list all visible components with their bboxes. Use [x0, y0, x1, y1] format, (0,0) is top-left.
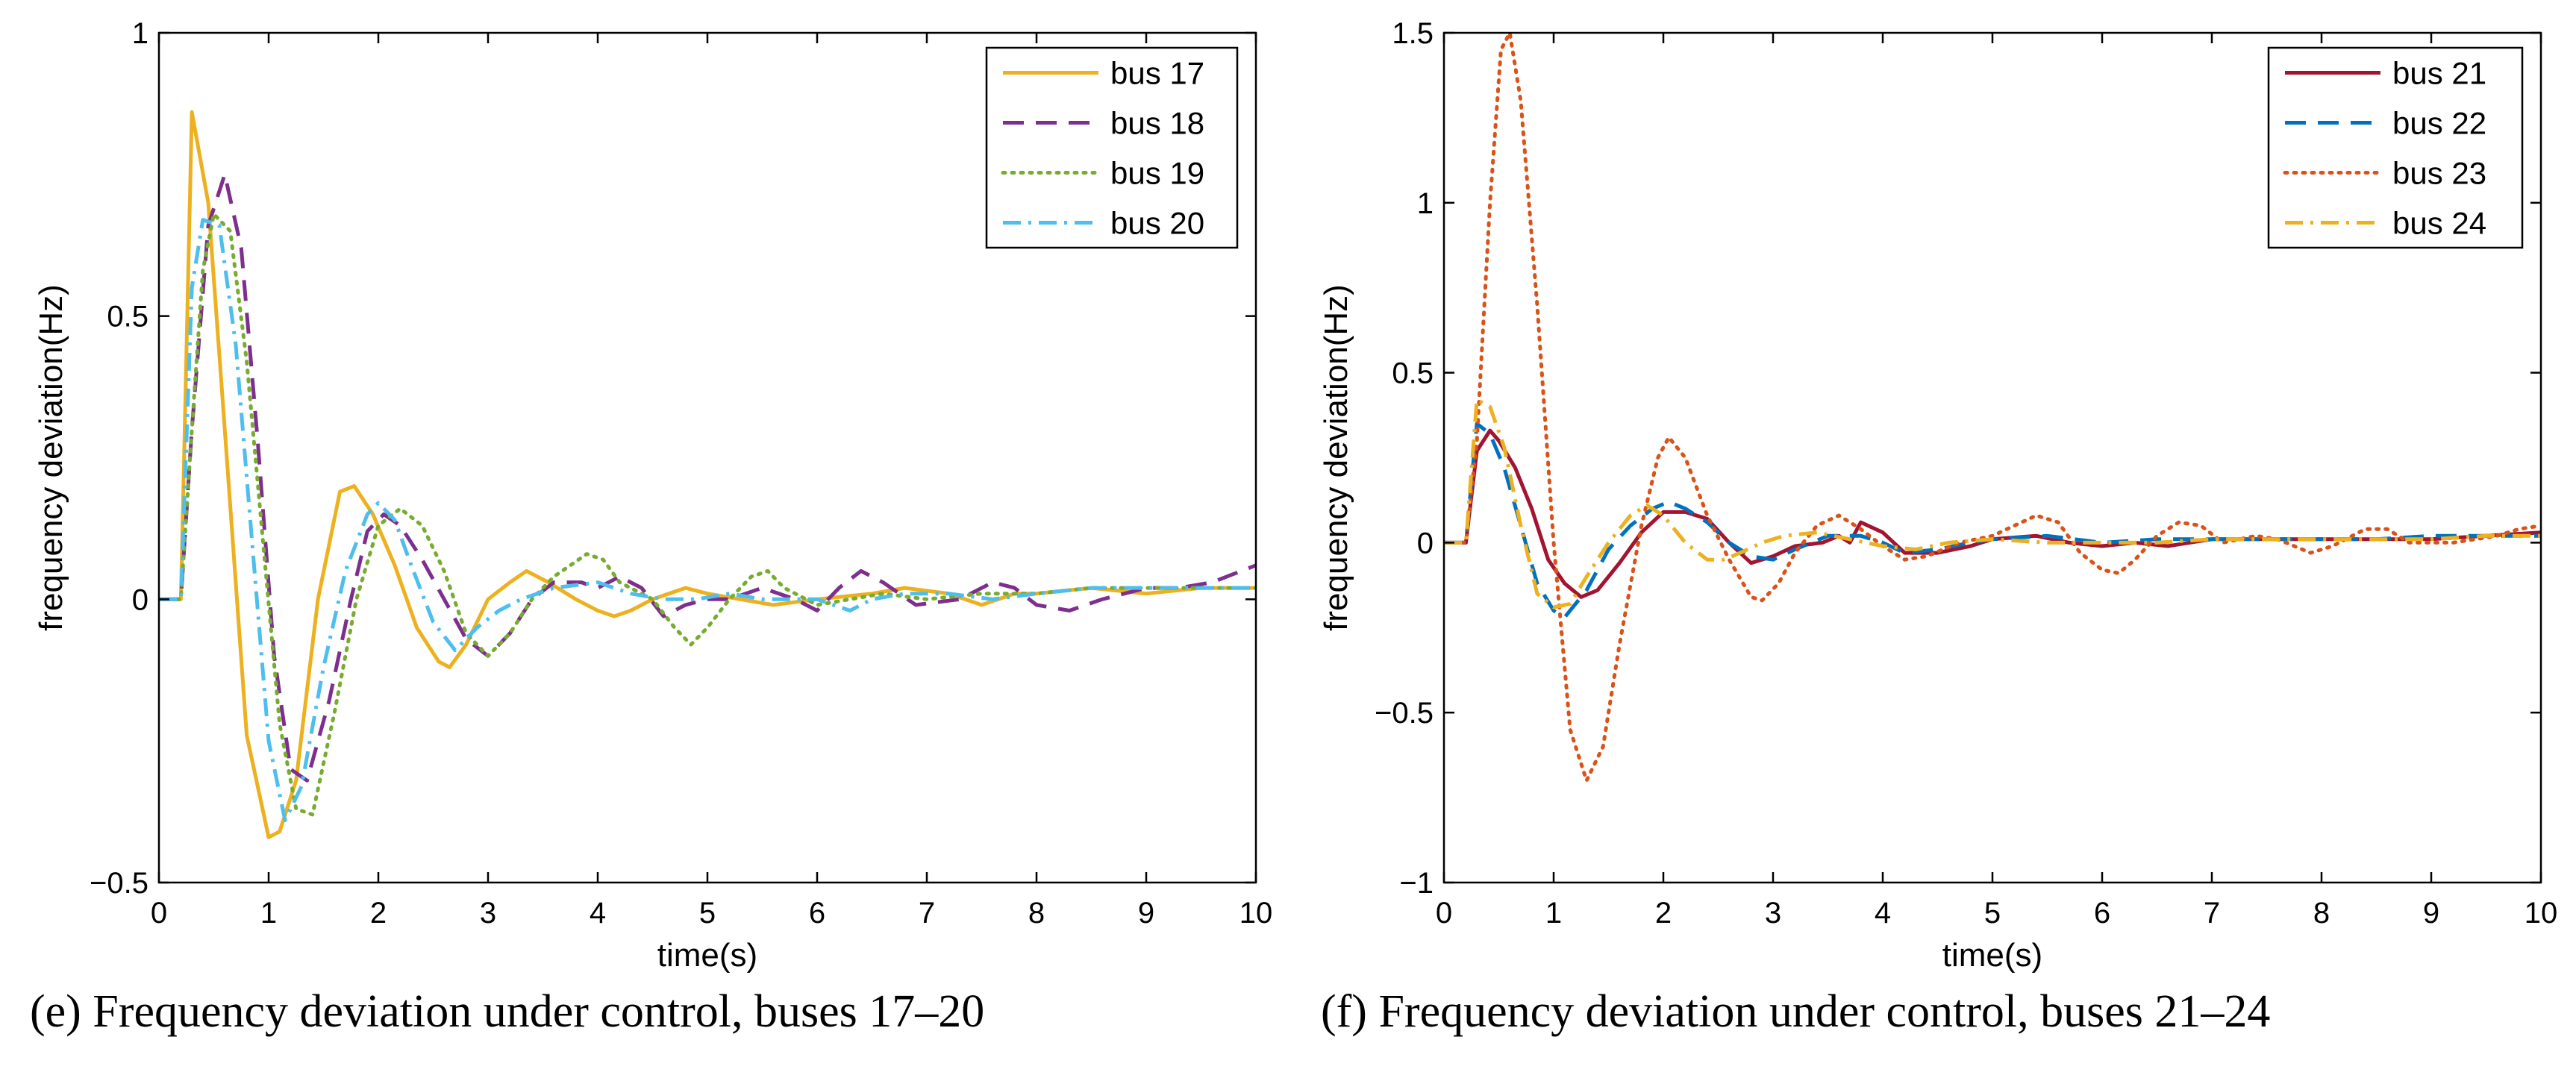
series-line-bus-21	[1444, 428, 2541, 599]
x-tick-label: 0	[151, 897, 167, 930]
x-tick-label: 4	[590, 897, 606, 930]
y-tick-label: 1	[132, 17, 149, 50]
legend-label: bus 23	[2392, 156, 2486, 191]
x-tick-label: 9	[2423, 897, 2439, 930]
y-tick-label: 1	[1417, 187, 1434, 220]
legend-label: bus 20	[1110, 206, 1204, 241]
x-tick-label: 2	[370, 897, 387, 930]
x-tick-label: 1	[260, 897, 277, 930]
y-tick-label: −1	[1399, 867, 1434, 900]
legend-label: bus 24	[2392, 206, 2486, 241]
x-tick-label: 0	[1436, 897, 1452, 930]
figure-caption: (f) Frequency deviation under control, b…	[1321, 986, 2270, 1037]
series-line-bus-19	[159, 212, 1256, 817]
y-axis-label: frequency deviation(Hz)	[33, 284, 69, 631]
x-tick-label: 4	[1875, 897, 1891, 930]
series-line-bus-22	[1444, 421, 2541, 620]
figure-caption: (e) Frequency deviation under control, b…	[30, 986, 984, 1037]
y-tick-label: −0.5	[1375, 697, 1434, 730]
x-tick-label: 8	[2313, 897, 2330, 930]
x-axis-label: time(s)	[1942, 937, 2042, 974]
legend-label: bus 17	[1110, 56, 1204, 91]
x-tick-label: 10	[1239, 897, 1273, 930]
x-axis-label: time(s)	[657, 937, 757, 974]
y-tick-label: 1.5	[1392, 17, 1434, 50]
x-tick-label: 7	[2204, 897, 2220, 930]
x-tick-label: 8	[1028, 897, 1045, 930]
x-tick-label: 5	[1984, 897, 2001, 930]
legend-label: bus 22	[2392, 106, 2486, 141]
x-tick-label: 10	[2525, 897, 2558, 930]
series-group	[1444, 33, 2541, 783]
y-tick-label: 0.5	[107, 301, 149, 333]
legend-box	[985, 46, 1239, 249]
legend-box	[2267, 46, 2524, 249]
x-tick-label: 5	[699, 897, 716, 930]
legend-label: bus 18	[1110, 106, 1204, 141]
series-line-bus-20	[159, 218, 1256, 822]
legend: bus 17 bus 18 bus 19 bus 20	[985, 46, 1239, 249]
y-tick-label: 0	[1417, 527, 1434, 560]
y-tick-label: 0	[132, 583, 149, 616]
x-tick-label: 1	[1545, 897, 1562, 930]
x-tick-label: 6	[809, 897, 825, 930]
series-line-bus-24	[1444, 398, 2541, 609]
legend: bus 21 bus 22 bus 23 bus 24	[2267, 46, 2524, 249]
y-axis-label: frequency deviation(Hz)	[1318, 284, 1354, 631]
x-tick-label: 7	[919, 897, 935, 930]
x-tick-label: 2	[1655, 897, 1672, 930]
series-group	[159, 110, 1256, 839]
y-tick-label: −0.5	[90, 867, 149, 900]
x-tick-label: 3	[480, 897, 496, 930]
legend-label: bus 21	[2392, 56, 2486, 91]
x-tick-label: 6	[2094, 897, 2110, 930]
x-tick-label: 3	[1765, 897, 1781, 930]
chart-1: 0 1 2 3 4 5 6 7 8 9 10 −1 −0.5 0 0.5 1 1.5 time(s) frequen…	[1318, 17, 2557, 974]
series-line-bus-18	[159, 172, 1256, 783]
y-tick-label: 0.5	[1392, 357, 1434, 390]
legend-label: bus 19	[1110, 156, 1204, 191]
x-tick-label: 9	[1138, 897, 1154, 930]
